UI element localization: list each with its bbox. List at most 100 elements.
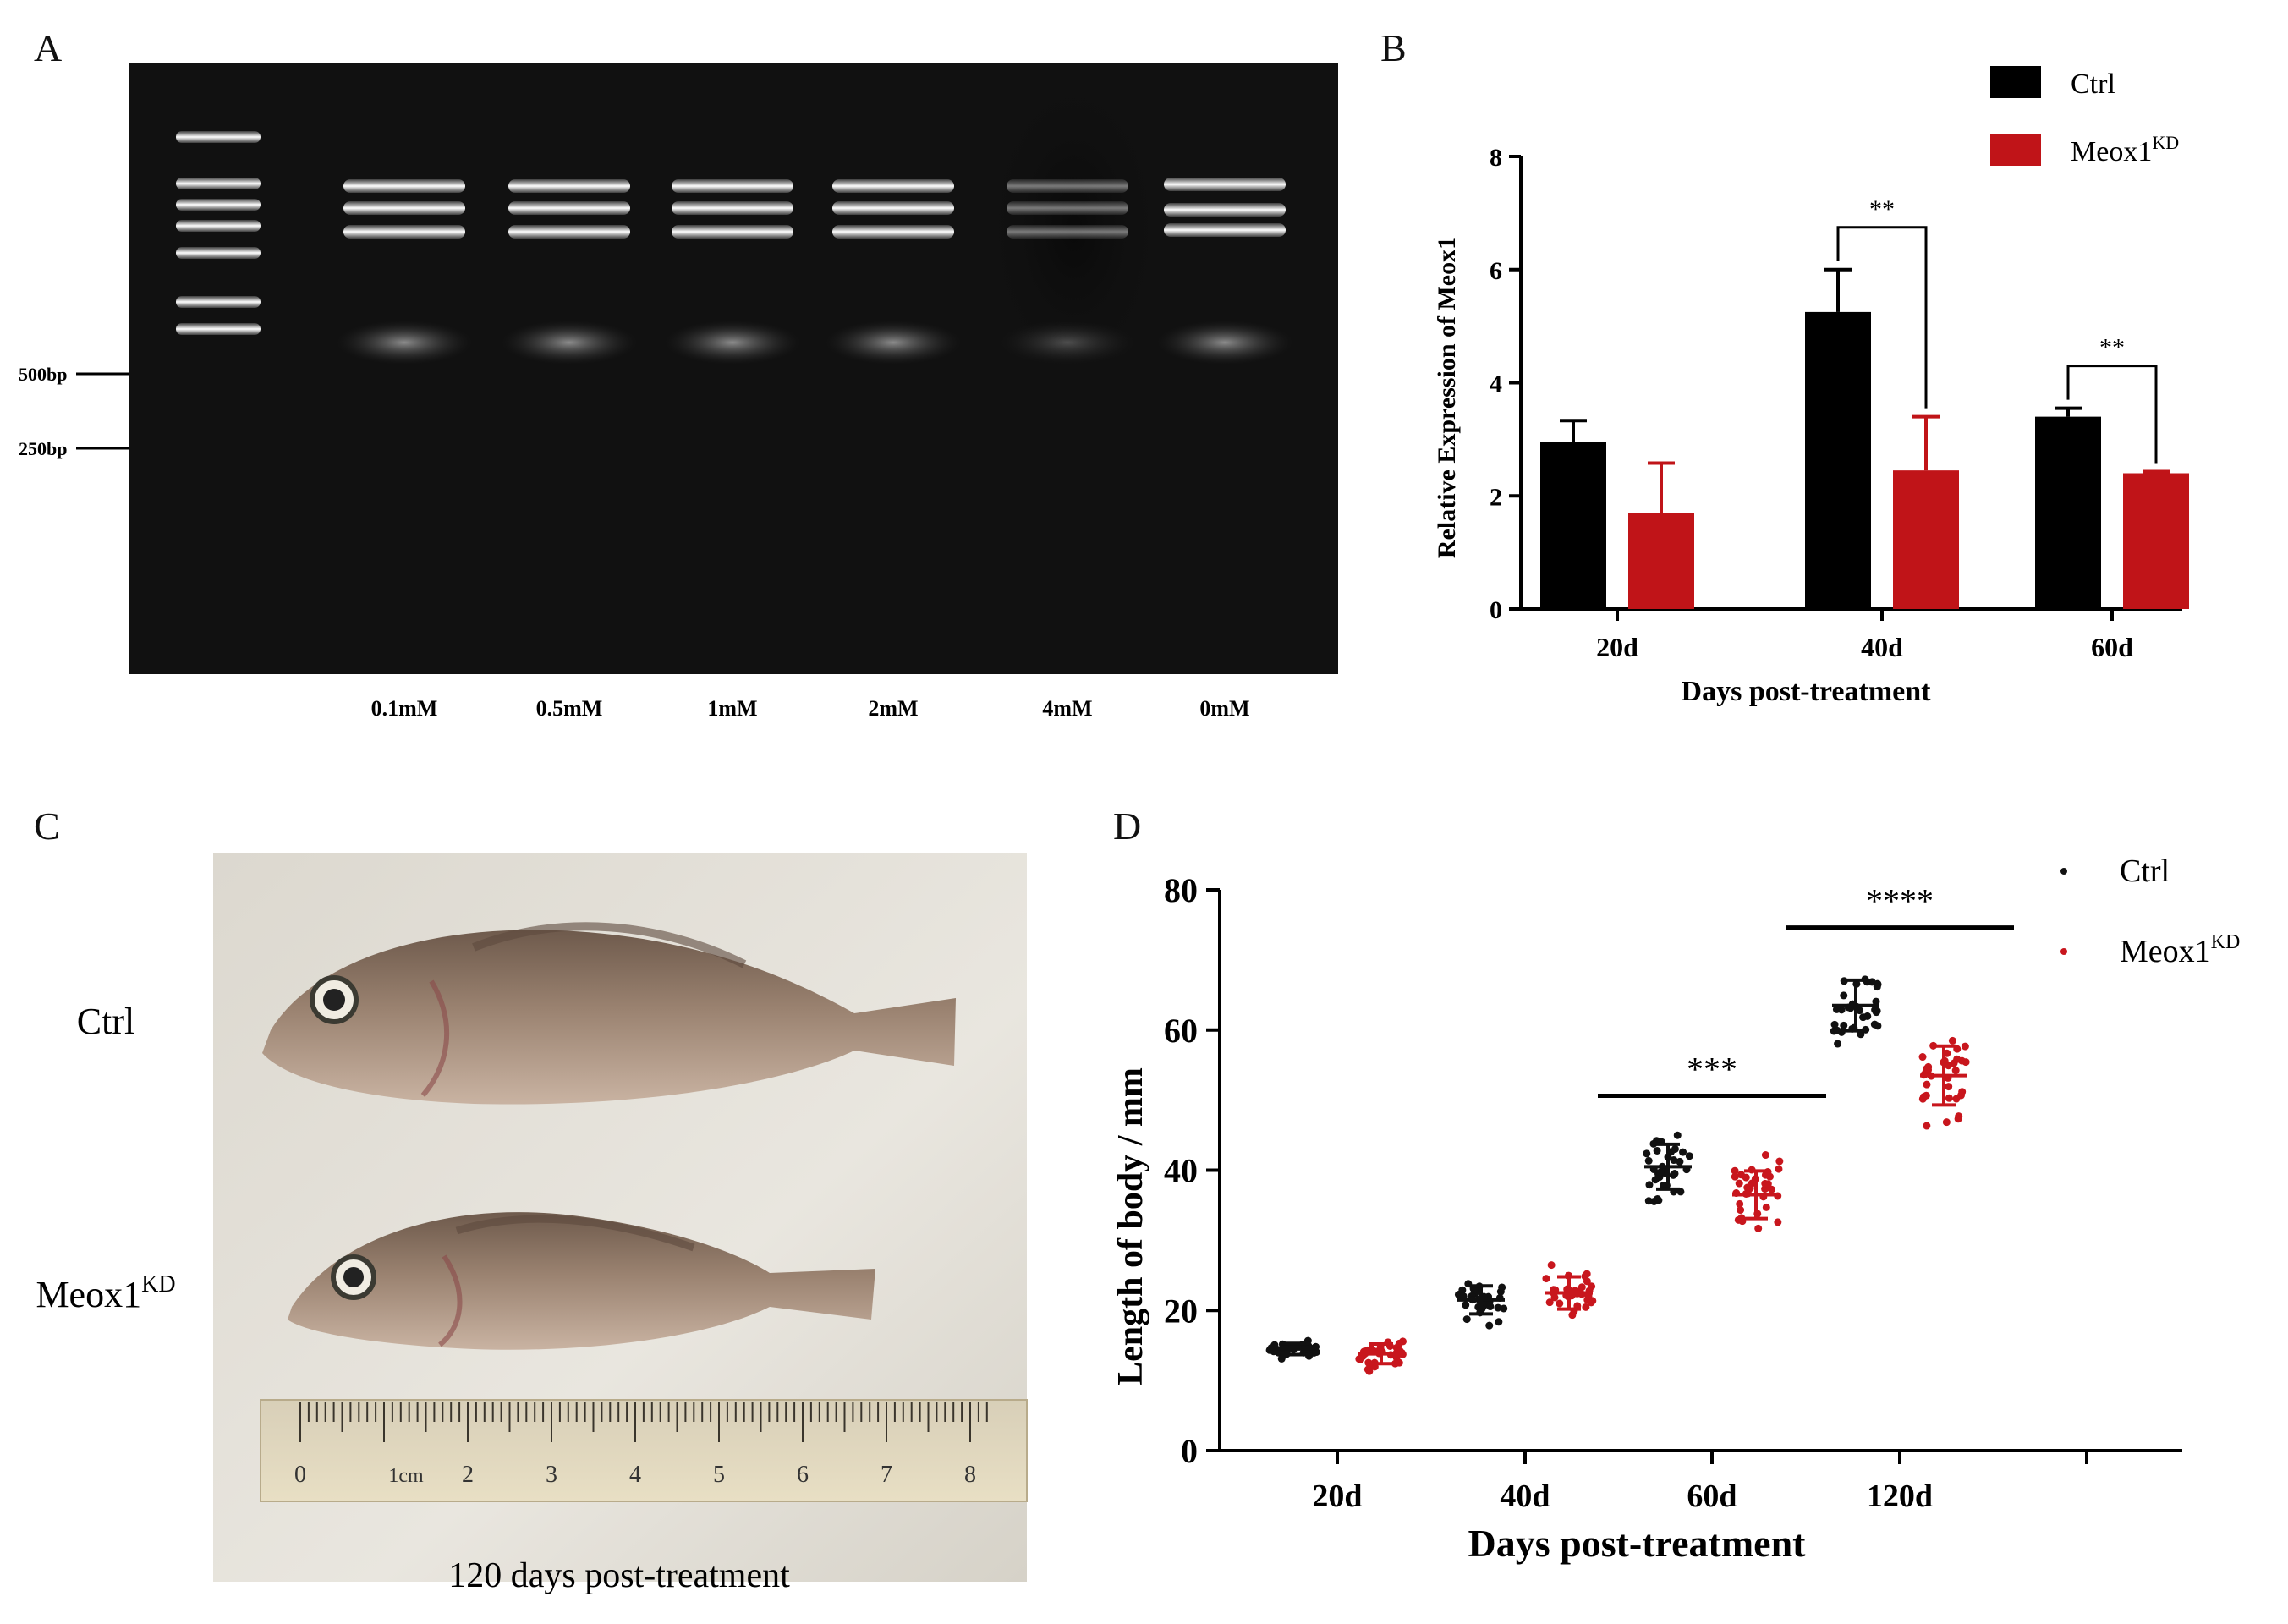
legend-dot-ctrl	[2060, 868, 2067, 875]
lane-label: 1mM	[707, 696, 757, 721]
x-tick-label: 40d	[1861, 632, 1903, 662]
panel-letter-a: A	[34, 26, 63, 69]
data-point	[1643, 1149, 1651, 1158]
gel-band	[508, 201, 630, 215]
fish-meox1kd	[288, 1212, 875, 1350]
data-point	[1653, 1146, 1661, 1155]
primer-dimer-band	[665, 321, 800, 365]
gel-band	[832, 201, 954, 215]
x-tick-label: 20d	[1312, 1479, 1362, 1514]
ruler-ticks	[299, 1402, 988, 1442]
bar	[2035, 416, 2101, 609]
scatter-chart-ylabel: Length of body / mm	[1111, 1067, 1150, 1385]
data-point	[1956, 1091, 1965, 1100]
legend-label-meox1kd: Meox1KD	[2120, 931, 2240, 969]
significance-label: ***	[1687, 1050, 1737, 1088]
significance-label: ****	[1866, 882, 1934, 920]
data-point	[1470, 1286, 1479, 1294]
data-point	[1948, 1036, 1956, 1045]
ruler-number: 1cm	[388, 1465, 424, 1487]
x-tick-label: 60d	[1687, 1479, 1737, 1514]
significance-label: **	[2099, 334, 2125, 362]
data-point	[1767, 1185, 1775, 1193]
gel-sample-lanes	[337, 178, 1292, 365]
y-tick-label: 60	[1164, 1012, 1198, 1050]
data-point	[1644, 1197, 1653, 1205]
data-point	[1840, 991, 1848, 1000]
bar-chart-legend: Ctrl Meox1KD	[1990, 66, 2179, 167]
ladder-band	[176, 247, 261, 259]
data-point	[1961, 1042, 1969, 1051]
legend-label-ctrl: Ctrl	[2071, 69, 2115, 100]
data-point	[1644, 1156, 1653, 1165]
data-point	[1673, 1131, 1682, 1139]
data-point	[1458, 1286, 1467, 1294]
scatter-chart-points	[1265, 975, 1970, 1375]
data-point	[1762, 1203, 1770, 1211]
data-point	[1742, 1173, 1750, 1182]
lane-label: 0.1mM	[371, 696, 438, 721]
data-point	[1685, 1152, 1693, 1160]
y-tick-label: 80	[1164, 871, 1198, 909]
ladder-band	[176, 131, 261, 143]
gel-band	[343, 201, 465, 215]
data-point	[1676, 1157, 1684, 1166]
data-point	[1556, 1299, 1564, 1308]
y-tick-label: 8	[1490, 144, 1502, 172]
ruler-number: 5	[713, 1462, 725, 1488]
gel-band	[343, 179, 465, 193]
data-point	[1542, 1275, 1550, 1283]
marker-500bp: 500bp	[19, 364, 129, 385]
x-tick-label: 20d	[1596, 632, 1638, 662]
bar-chart-significance: ** **	[1836, 195, 2158, 464]
gel-band	[832, 225, 954, 239]
lane-label: 4mM	[1042, 696, 1092, 721]
data-point	[1957, 1056, 1966, 1065]
fish-photo-panel: 0 1cm 2 3 4 5 6 7 8 Ctrl Meox1KD 120 day…	[36, 853, 1028, 1595]
data-point	[1679, 1148, 1687, 1156]
ruler-number: 0	[294, 1462, 306, 1488]
ruler-number: 8	[964, 1462, 976, 1488]
data-point	[1498, 1283, 1506, 1292]
panel-letter-b: B	[1380, 26, 1407, 69]
gel-band	[672, 225, 793, 239]
data-point	[1649, 1139, 1658, 1148]
data-point	[1651, 1176, 1660, 1184]
gel-band	[508, 225, 630, 239]
ruler-number: 2	[462, 1462, 474, 1488]
ruler-number: 7	[881, 1462, 892, 1488]
data-point	[1583, 1270, 1591, 1278]
lane-label: 2mM	[868, 696, 918, 721]
primer-dimer-band	[1000, 321, 1135, 365]
data-point	[1872, 997, 1880, 1006]
data-point	[1955, 1112, 1963, 1121]
data-point	[1923, 1064, 1931, 1073]
data-point	[1873, 983, 1881, 991]
primer-dimer-band	[1157, 321, 1292, 365]
data-point	[1656, 1168, 1665, 1177]
data-point	[1754, 1224, 1763, 1232]
significance-bracket	[1836, 226, 1928, 409]
bar-chart-ylabel: Relative Expression of Meox1	[1433, 237, 1461, 558]
gel-band	[1007, 201, 1128, 215]
data-point	[1923, 1080, 1931, 1089]
data-point	[1871, 1006, 1879, 1014]
gel-band	[672, 201, 793, 215]
data-point	[1840, 1021, 1848, 1029]
data-point	[1645, 1181, 1654, 1189]
data-point	[1775, 1165, 1783, 1173]
data-point	[1587, 1298, 1595, 1307]
ruler-numbers: 0 1cm 2 3 4 5 6 7 8	[294, 1462, 976, 1488]
data-point	[1277, 1354, 1286, 1363]
x-tick-label: 40d	[1500, 1479, 1550, 1514]
lane-labels: 0.1mM 0.5mM 1mM 2mM 4mM 0mM	[371, 696, 1250, 721]
legend-swatch-ctrl	[1990, 66, 2041, 98]
data-point	[1462, 1301, 1470, 1309]
data-point	[1859, 1013, 1868, 1022]
bar-chart-xlabel: Days post-treatment	[1682, 676, 1932, 707]
data-point	[1942, 1118, 1951, 1127]
primer-dimer-band	[337, 321, 472, 365]
data-point	[1918, 1053, 1927, 1062]
gel-panel: 500bp 250bp 0.1mM 0.5mM 1mM 2mM 4mM 0mM	[19, 63, 1338, 721]
